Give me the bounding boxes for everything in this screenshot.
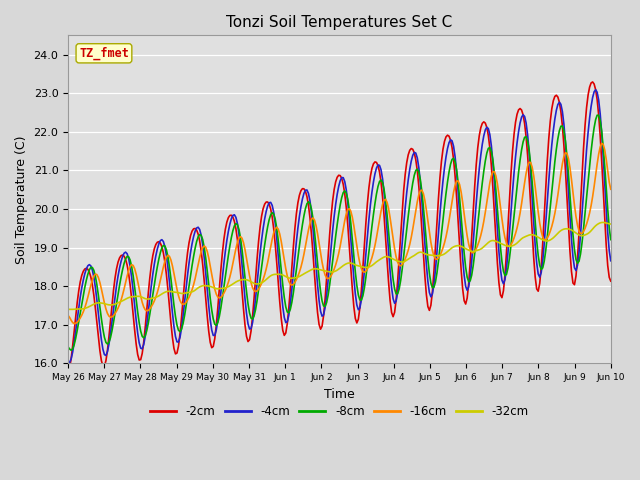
Text: TZ_fmet: TZ_fmet	[79, 47, 129, 60]
Legend: -2cm, -4cm, -8cm, -16cm, -32cm: -2cm, -4cm, -8cm, -16cm, -32cm	[145, 401, 533, 423]
Y-axis label: Soil Temperature (C): Soil Temperature (C)	[15, 135, 28, 264]
Title: Tonzi Soil Temperatures Set C: Tonzi Soil Temperatures Set C	[227, 15, 452, 30]
X-axis label: Time: Time	[324, 388, 355, 401]
